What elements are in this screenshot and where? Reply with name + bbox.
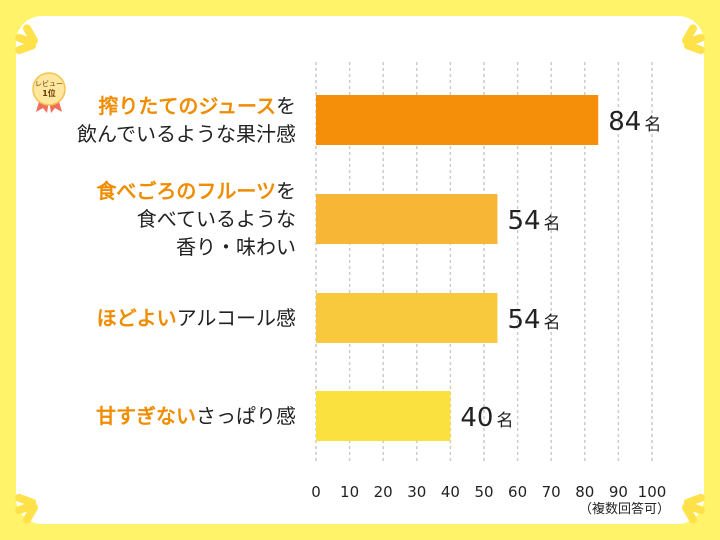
category-label-highlight: 甘すぎない [96, 404, 196, 428]
x-axis-ticks: 0 10 20 30 40 50 60 70 80 90 100 [311, 483, 666, 501]
category-label-text: 食べているような [136, 207, 296, 231]
category-label-line: 飲んでいるような果汁感 [77, 120, 296, 148]
category-label-line: 甘すぎないさっぱり感 [96, 402, 296, 430]
x-tick-label: 40 [441, 483, 460, 501]
category-label-text: さっぱり感 [196, 404, 296, 428]
value-label: 40 名 [460, 403, 513, 433]
category-label-highlight: 食べごろのフルーツ [96, 179, 276, 203]
x-tick-label: 100 [638, 483, 667, 501]
x-tick-label: 10 [340, 483, 359, 501]
badge-medal [32, 72, 66, 106]
category-label: 食べごろのフルーツを 食べているような 香り・味わい [96, 177, 296, 261]
review-rank-badge: レビュー 1位 [32, 72, 66, 113]
x-tick-label: 20 [374, 483, 393, 501]
category-label-text: 香り・味わい [176, 235, 296, 259]
bar [316, 194, 498, 244]
category-label-highlight: ほどよい [96, 306, 177, 330]
category-label: ほどよいアルコール感 [97, 304, 296, 332]
x-tick-label: 50 [474, 483, 493, 501]
x-tick-label: 30 [407, 483, 426, 501]
badge-line1: レビュー [35, 79, 63, 88]
badge-line2: 1位 [42, 88, 56, 98]
bars [316, 95, 599, 441]
bar [316, 391, 451, 441]
value-label: 54 名 [507, 305, 560, 335]
value-label: 54 名 [507, 206, 560, 236]
x-tick-label: 60 [508, 483, 527, 501]
value-label: 84 名 [608, 107, 661, 137]
x-tick-label: 70 [542, 483, 561, 501]
x-tick-label: 90 [609, 483, 628, 501]
value-labels: 84 名 54 名 54 名 40 名 [460, 107, 661, 433]
multiple-answer-note: （複数回答可） [579, 501, 670, 517]
category-label-text: を [276, 179, 296, 203]
category-label-text: 飲んでいるような果汁感 [77, 122, 296, 146]
category-label-line: 香り・味わい [96, 233, 296, 261]
x-tick-label: 0 [311, 483, 321, 501]
category-label-text: アルコール感 [176, 306, 296, 330]
category-label-line: 食べごろのフルーツを [96, 177, 296, 205]
bar [316, 95, 599, 145]
category-label: 甘すぎないさっぱり感 [96, 402, 296, 430]
x-tick-label: 80 [575, 483, 594, 501]
category-label: 搾りたてのジュースを 飲んでいるような果汁感 [77, 92, 296, 148]
category-label-line: 搾りたてのジュースを [77, 92, 296, 120]
category-label-text: を [276, 94, 296, 118]
bar [316, 293, 498, 343]
category-label-highlight: 搾りたてのジュース [98, 94, 276, 118]
category-label-line: 食べているような [96, 205, 296, 233]
category-label-line: ほどよいアルコール感 [97, 304, 296, 332]
